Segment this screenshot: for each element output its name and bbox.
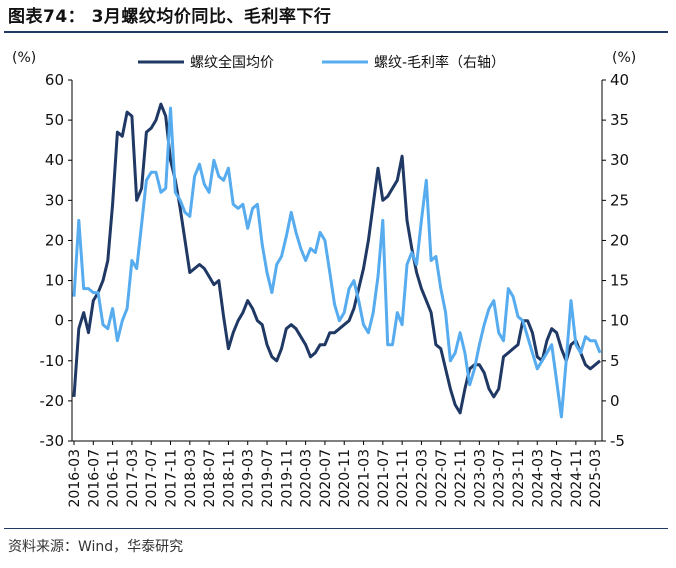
right-tick-label: 0 [610, 392, 620, 410]
left-axis-unit: (%) [12, 50, 36, 66]
x-tick-label: 2024-07 [550, 449, 566, 508]
series-line-1 [72, 102, 601, 415]
x-tick-label: 2020-07 [318, 449, 334, 508]
legend-label-2: 螺纹-毛利率（右轴） [374, 54, 505, 71]
right-tick-label: 25 [610, 191, 629, 209]
x-tick-label: 2023-03 [472, 449, 488, 508]
x-tick-label: 2020-03 [299, 449, 315, 508]
x-tick-label: 2024-11 [569, 449, 585, 508]
left-tick-label: 0 [54, 312, 64, 330]
x-tick-label: 2017-11 [164, 449, 180, 508]
x-tick-label: 2022-03 [414, 449, 430, 508]
x-tick-label: 2016-07 [86, 449, 102, 508]
x-tick-label: 2019-03 [241, 449, 257, 508]
x-tick-label: 2020-11 [337, 449, 353, 508]
x-tick-label: 2023-11 [511, 449, 527, 508]
x-tick-label: 2017-03 [125, 449, 141, 508]
x-tick-label: 2019-11 [279, 449, 295, 508]
legend-label-1: 螺纹全国均价 [190, 54, 274, 71]
x-tick-label: 2018-07 [202, 449, 218, 508]
x-tick-label: 2021-03 [357, 449, 373, 508]
chart-title: 图表74： 3月螺纹均价同比、毛利率下行 [8, 7, 332, 27]
right-axis-unit: (%) [612, 50, 636, 66]
right-tick-label: 35 [610, 111, 629, 129]
x-tick-label: 2017-07 [144, 449, 160, 508]
line-chart: 6050403020100-10-20-304035302520151050-5… [12, 50, 636, 508]
right-tick-label: 15 [610, 272, 629, 290]
x-tick-label: 2025-03 [588, 449, 604, 508]
left-tick-label: 40 [45, 151, 64, 169]
right-tick-label: 5 [610, 352, 620, 370]
right-tick-label: 20 [610, 231, 629, 249]
x-tick-label: 2018-11 [221, 449, 237, 508]
x-tick-label: 2022-07 [434, 449, 450, 508]
x-tick-label: 2021-11 [395, 449, 411, 508]
source-note: 资料来源：Wind，华泰研究 [8, 539, 184, 555]
left-tick-label: -30 [40, 432, 65, 450]
left-tick-label: 20 [45, 231, 64, 249]
top-rule [4, 31, 668, 33]
x-tick-label: 2023-07 [492, 449, 508, 508]
right-tick-label: 10 [610, 312, 629, 330]
series-line-2 [72, 106, 602, 419]
x-tick-label: 2024-03 [530, 449, 546, 508]
x-tick-label: 2021-07 [376, 449, 392, 508]
bottom-rule [4, 528, 668, 529]
x-tick-label: 2019-07 [260, 449, 276, 508]
x-tick-label: 2018-03 [183, 449, 199, 508]
x-tick-label: 2022-11 [453, 449, 469, 508]
right-tick-label: 40 [610, 71, 629, 89]
left-tick-label: 30 [45, 191, 64, 209]
left-tick-label: -10 [40, 352, 65, 370]
right-tick-label: 30 [610, 151, 629, 169]
right-tick-label: -5 [610, 432, 625, 450]
left-tick-label: 10 [45, 272, 64, 290]
x-tick-label: 2016-11 [106, 449, 122, 508]
left-tick-label: 50 [45, 111, 64, 129]
left-tick-label: 60 [45, 71, 64, 89]
x-tick-label: 2016-03 [67, 449, 83, 508]
left-tick-label: -20 [40, 392, 65, 410]
